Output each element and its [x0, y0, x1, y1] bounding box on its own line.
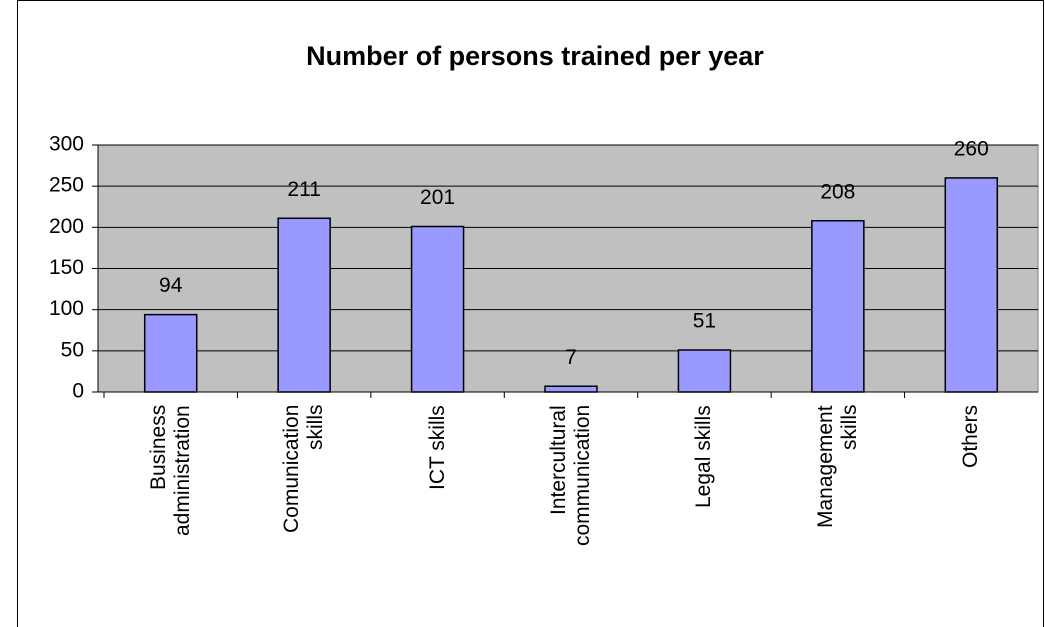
x-tick-label: Business administration: [146, 405, 194, 536]
y-tick-label: 50: [61, 338, 84, 361]
chart-border: [17, 0, 1044, 627]
x-tick-label: Legal skills: [692, 405, 716, 508]
value-label: 201: [420, 186, 455, 209]
value-label: 7: [565, 346, 577, 369]
x-tick-label: Comunication skills: [280, 405, 328, 534]
value-label: 211: [287, 178, 320, 201]
x-tick-label: ICT skills: [425, 405, 449, 490]
bar: [410, 225, 465, 393]
value-label: 260: [954, 137, 989, 160]
y-tick-label: 300: [49, 133, 84, 156]
bar: [677, 349, 732, 393]
x-tick-label: Intercultural communication: [547, 405, 594, 547]
y-tick-label: 100: [49, 297, 84, 320]
x-tick-label: Others: [959, 405, 983, 469]
y-tick-label: 250: [49, 174, 84, 197]
bar: [811, 219, 865, 393]
x-tick-label: Management skills: [813, 405, 861, 528]
bar: [143, 313, 198, 393]
bar: [544, 385, 598, 393]
y-tick-label: 0: [72, 380, 84, 403]
y-tick-label: 200: [49, 215, 84, 238]
value-label: 51: [693, 310, 716, 333]
bar: [277, 217, 331, 393]
value-label: 208: [820, 180, 855, 203]
value-label: 94: [159, 274, 183, 297]
bar: [944, 177, 999, 393]
chart-title: Number of persons trained per year: [306, 41, 764, 71]
y-tick-label: 150: [49, 256, 84, 279]
